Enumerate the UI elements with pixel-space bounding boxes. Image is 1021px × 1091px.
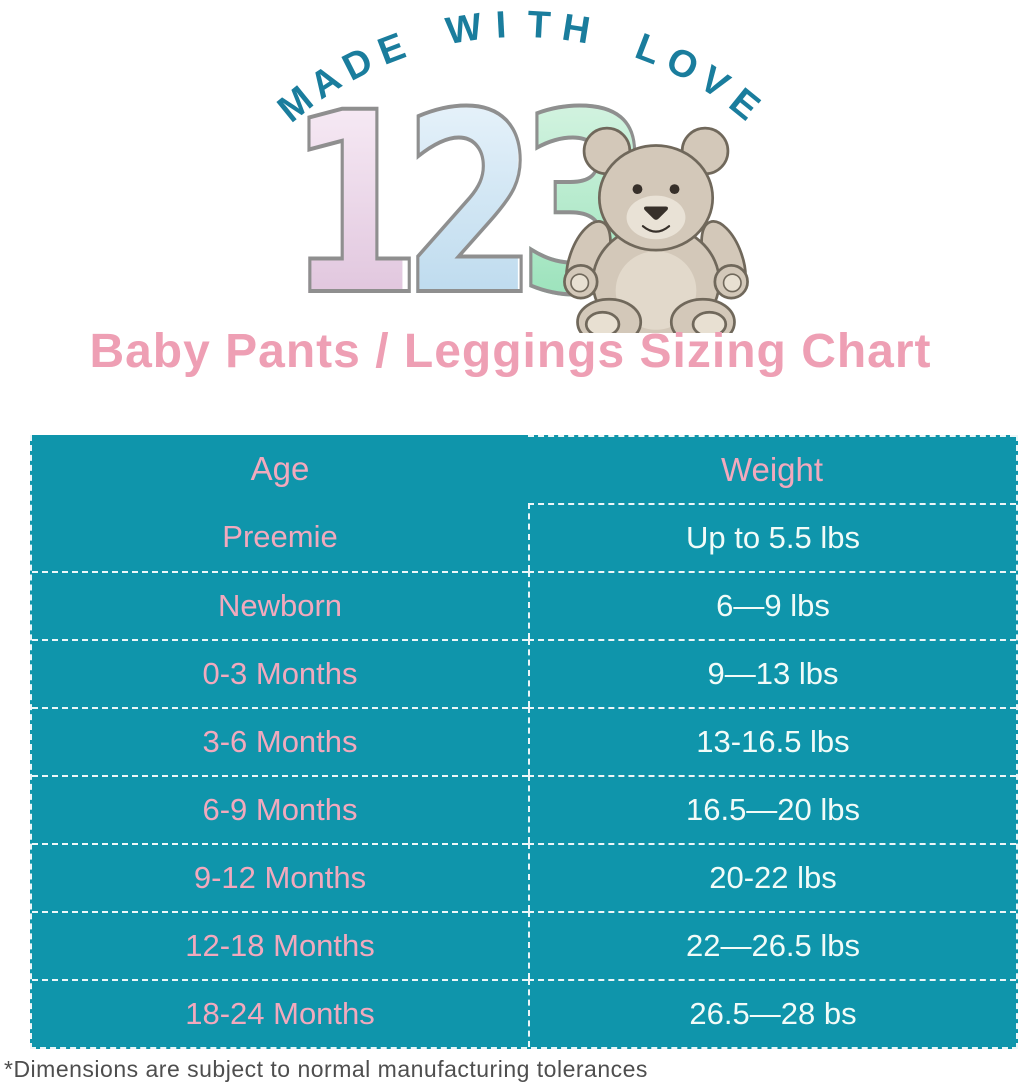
column-header-age: Age [250, 450, 310, 487]
age-cell: 3-6 Months [32, 707, 528, 775]
weight-cell: 26.5—28 bs [528, 979, 1016, 1047]
weight-cell: 20-22 lbs [528, 843, 1016, 911]
weight-cell: 16.5—20 lbs [528, 775, 1016, 843]
weight-cell: Up to 5.5 lbs [528, 503, 1016, 571]
arch-letter [417, 16, 438, 60]
arch-letter: I [494, 4, 508, 48]
footnote: *Dimensions are subject to normal manufa… [4, 1056, 648, 1082]
age-cell: Preemie [222, 519, 338, 554]
teddy-bear-icon [563, 126, 749, 333]
weight-cell: 13-16.5 lbs [528, 707, 1016, 775]
age-cell: Newborn [32, 571, 528, 639]
age-cell: 12-18 Months [32, 911, 528, 979]
column-header-weight: Weight [528, 435, 1016, 503]
age-cell: 0-3 Months [32, 639, 528, 707]
age-cell: 9-12 Months [32, 843, 528, 911]
age-cell: 18-24 Months [32, 979, 528, 1047]
age-cell: 6-9 Months [32, 775, 528, 843]
arch-letter [601, 16, 622, 60]
arch-letter: H [558, 6, 593, 53]
sizing-table: Age Weight Preemie Up to 5.5 lbs Newborn 6—… [30, 435, 1018, 1049]
digit-1: 1 [285, 59, 424, 350]
weight-cell: 6—9 lbs [528, 571, 1016, 639]
arch-letter: O [659, 38, 705, 90]
page-title: Baby Pants / Leggings Sizing Chart [89, 325, 932, 378]
arch-letter: V [692, 58, 737, 108]
arch-letter: L [629, 25, 667, 73]
weight-cell: 9—13 lbs [528, 639, 1016, 707]
arch-letter: W [443, 6, 486, 54]
digit-2: 2 [401, 59, 540, 350]
arch-letter: T [525, 4, 552, 48]
weight-cell: 22—26.5 lbs [528, 911, 1016, 979]
